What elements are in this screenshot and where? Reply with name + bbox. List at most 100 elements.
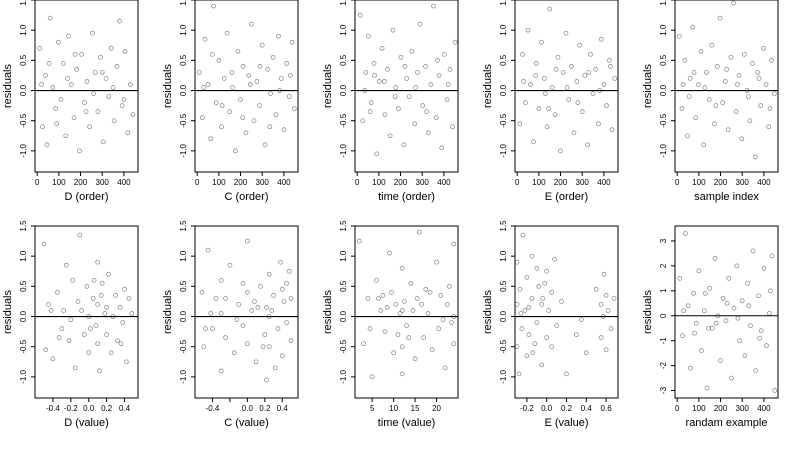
data-point bbox=[271, 293, 276, 298]
data-point bbox=[768, 288, 773, 294]
data-point bbox=[387, 133, 393, 139]
data-point bbox=[722, 79, 728, 84]
data-point bbox=[104, 305, 110, 310]
data-point bbox=[218, 368, 224, 374]
y-tick-label: 0.0 bbox=[179, 84, 188, 96]
data-points bbox=[514, 232, 617, 377]
data-point bbox=[238, 97, 243, 102]
data-point bbox=[402, 299, 407, 304]
data-point bbox=[563, 30, 569, 36]
data-point bbox=[682, 57, 688, 63]
data-point bbox=[593, 67, 599, 72]
y-tick-label: -1.0 bbox=[339, 143, 348, 157]
data-point bbox=[90, 30, 95, 36]
data-point bbox=[601, 82, 607, 87]
data-point bbox=[428, 82, 434, 87]
data-point bbox=[399, 344, 405, 350]
data-point bbox=[365, 296, 371, 301]
y-tick-label: 1.0 bbox=[179, 24, 188, 36]
data-point bbox=[202, 36, 208, 42]
data-point bbox=[369, 374, 375, 380]
data-point bbox=[524, 353, 530, 359]
data-point bbox=[125, 130, 131, 136]
data-point bbox=[546, 308, 552, 313]
y-tick-label: -0.5 bbox=[499, 113, 508, 127]
x-tick-label: 200 bbox=[394, 178, 408, 187]
data-point bbox=[253, 359, 259, 365]
x-tick-label: 0 bbox=[195, 178, 200, 187]
data-point bbox=[726, 276, 732, 281]
data-point bbox=[219, 103, 225, 108]
y-tick-label: 1.0 bbox=[179, 250, 188, 262]
panel-4: 0 100 200 300 400 -1.0 -0.5 0.0 0.5 1.0 1.5 E (orde… bbox=[482, 0, 619, 203]
data-point bbox=[429, 347, 435, 353]
data-point bbox=[199, 290, 205, 295]
data-point bbox=[717, 15, 723, 21]
data-point bbox=[268, 91, 273, 96]
data-point bbox=[289, 39, 295, 45]
data-point bbox=[227, 262, 233, 268]
y-tick-label: 1.5 bbox=[499, 0, 508, 6]
data-point bbox=[79, 51, 84, 57]
data-point bbox=[398, 54, 404, 60]
data-point bbox=[425, 311, 431, 316]
data-point bbox=[275, 326, 281, 331]
data-point bbox=[374, 277, 379, 283]
x-axis-label: sample index bbox=[694, 191, 759, 203]
data-point bbox=[766, 124, 772, 130]
data-point bbox=[444, 97, 450, 102]
data-point bbox=[761, 45, 766, 51]
y-tick-label: 1.0 bbox=[339, 24, 348, 36]
data-point bbox=[558, 148, 563, 154]
data-point bbox=[117, 305, 123, 310]
data-point bbox=[286, 94, 292, 99]
data-point bbox=[733, 109, 739, 115]
data-point bbox=[113, 293, 118, 298]
x-tick-label: 5 bbox=[370, 404, 375, 413]
data-point bbox=[66, 338, 72, 344]
data-point bbox=[772, 388, 778, 393]
y-tick-label: -1.0 bbox=[19, 369, 28, 383]
x-tick-label: 400 bbox=[117, 178, 131, 187]
panel-9: -0.2 0.0 0.2 0.4 0.6 -1.0 -0.5 0.0 0.5 1.0 1.5 E (v… bbox=[482, 220, 619, 429]
data-point bbox=[117, 18, 122, 24]
data-point bbox=[59, 326, 65, 331]
data-point bbox=[611, 296, 617, 301]
data-point bbox=[569, 64, 574, 69]
y-axis-label: residuals bbox=[2, 289, 14, 334]
data-point bbox=[534, 265, 540, 271]
data-point bbox=[571, 130, 577, 136]
data-point bbox=[574, 79, 580, 84]
data-point bbox=[240, 115, 246, 121]
data-point bbox=[420, 103, 425, 108]
data-point bbox=[356, 238, 362, 244]
data-point bbox=[218, 311, 224, 316]
data-point bbox=[40, 124, 45, 130]
data-point bbox=[126, 296, 132, 301]
data-point bbox=[247, 82, 253, 87]
x-tick-label: 0.0 bbox=[83, 404, 95, 413]
data-point bbox=[95, 259, 101, 265]
x-tick-label: -0.4 bbox=[46, 404, 60, 413]
x-tick-label: 0.6 bbox=[601, 404, 613, 413]
x-tick-label: 0.0 bbox=[242, 404, 254, 413]
data-point bbox=[208, 311, 214, 316]
data-point bbox=[737, 338, 742, 344]
data-point bbox=[539, 39, 544, 45]
x-tick-label: 400 bbox=[597, 178, 611, 187]
data-point bbox=[264, 377, 269, 383]
data-point bbox=[753, 368, 759, 373]
data-point bbox=[603, 293, 609, 298]
data-point bbox=[258, 284, 263, 289]
y-tick-label: 1.5 bbox=[659, 0, 668, 6]
data-point bbox=[530, 350, 536, 356]
data-point bbox=[121, 97, 127, 102]
data-points bbox=[41, 232, 135, 374]
data-points bbox=[196, 3, 297, 154]
x-tick-label: 0 bbox=[515, 178, 520, 187]
data-point bbox=[720, 295, 726, 301]
x-tick-label: 0.2 bbox=[101, 404, 113, 413]
data-point bbox=[518, 311, 524, 316]
x-tick-label: 400 bbox=[277, 178, 291, 187]
data-point bbox=[424, 109, 429, 115]
